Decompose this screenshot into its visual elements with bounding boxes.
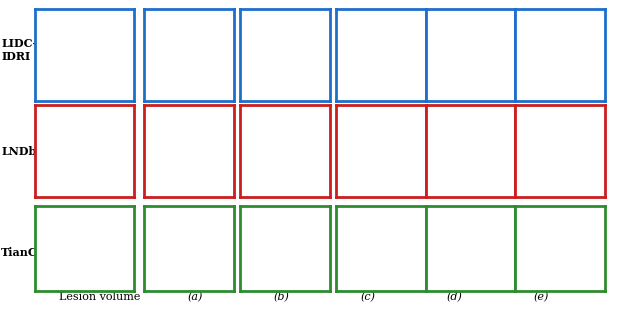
Text: (c): (c)	[360, 292, 376, 302]
Text: LNDb: LNDb	[1, 146, 36, 157]
Text: (b): (b)	[274, 292, 289, 302]
Text: TianChi: TianChi	[1, 247, 51, 258]
Text: Lesion volume: Lesion volume	[58, 292, 140, 302]
Text: (e): (e)	[533, 292, 548, 302]
Text: LIDC-
IDRI: LIDC- IDRI	[1, 38, 37, 61]
Text: (d): (d)	[447, 292, 462, 302]
Text: (a): (a)	[188, 292, 203, 302]
